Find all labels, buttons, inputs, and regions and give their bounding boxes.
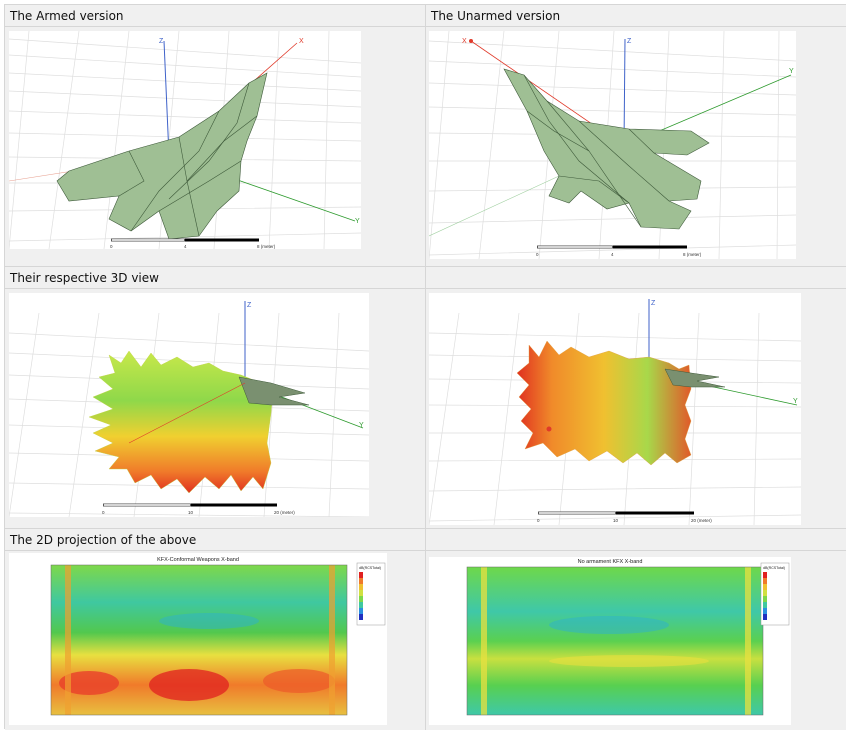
header-2d-projection: The 2D projection of the above xyxy=(5,529,426,551)
scale-label-mid: 4 xyxy=(611,252,614,257)
scale-label-mid: 4 xyxy=(184,244,187,249)
x-axis-line xyxy=(128,382,246,444)
scale-label-mid: 10 xyxy=(613,518,619,523)
unarmed-model-view: Z X Y 0 4 8 (meter) xyxy=(429,31,796,259)
unarmed-rcs-2d-plot: No armament KFX X-band dB(RCSTotal) xyxy=(429,557,791,725)
header-3d-view-right xyxy=(426,267,846,289)
plot-title: KFX-Conformal Weapons X-band xyxy=(157,557,239,563)
scale-label-start: 0 xyxy=(536,252,539,257)
colorbar: dB(RCSTotal) xyxy=(356,562,386,626)
heatmap xyxy=(467,567,763,715)
comparison-table: The Armed version The Unarmed version Z … xyxy=(4,4,846,730)
aircraft-mesh-overlay xyxy=(664,368,726,388)
armed-model-view: Z X Y 0 4 8 (meter) xyxy=(9,31,361,249)
header-armed-version: The Armed version xyxy=(5,5,426,27)
plot-title: No armament KFX X-band xyxy=(578,559,643,565)
scale-label-end: 20 (meter) xyxy=(274,510,295,515)
z-axis-line xyxy=(163,40,170,157)
scale-label-end: 8 (meter) xyxy=(257,244,276,249)
cell-unarmed-rcs-3d: Z Y 0 10 20 (meter) xyxy=(426,289,846,529)
y-axis-label: Y xyxy=(789,68,794,75)
header-unarmed-version: The Unarmed version xyxy=(426,5,846,27)
armed-rcs-3d-view: Z Y 0 10 20 (meter) xyxy=(9,293,369,517)
x-axis-label: X xyxy=(299,38,304,45)
cell-armed-model: Z X Y 0 4 8 (meter) xyxy=(5,27,426,267)
armed-rcs-lobe xyxy=(88,350,274,494)
scale-label-start: 0 xyxy=(102,510,105,515)
cell-unarmed-rcs-2d: No armament KFX X-band dB(RCSTotal) xyxy=(426,551,846,730)
cell-unarmed-model: Z X Y 0 4 8 (meter) xyxy=(426,27,846,267)
armed-aircraft-mesh xyxy=(56,72,268,240)
unarmed-rcs-3d-view: Z Y 0 10 20 (meter) xyxy=(429,293,801,525)
z-axis-label: Z xyxy=(159,38,164,45)
colorbar: dB(RCSTotal) xyxy=(760,562,790,626)
y-axis-label: Y xyxy=(359,422,364,429)
y-axis-label: Y xyxy=(355,218,360,225)
scale-label-mid: 10 xyxy=(188,510,194,515)
scale-label-end: 8 (meter) xyxy=(683,252,702,257)
unarmed-rcs-lobe xyxy=(516,340,692,466)
cell-armed-rcs-3d: Z Y 0 10 20 (meter) xyxy=(5,289,426,529)
header-2d-projection-right xyxy=(426,529,846,551)
header-3d-view: Their respective 3D view xyxy=(5,267,426,289)
cell-armed-rcs-2d: KFX-Conformal Weapons X-band dB(RCSTotal… xyxy=(5,551,426,730)
x-axis-label: X xyxy=(462,38,467,45)
aircraft-mesh-overlay xyxy=(238,376,310,406)
z-axis-label: Z xyxy=(651,300,656,307)
colorbar-title: dB(RCSTotal) xyxy=(763,566,785,570)
scale-label-start: 0 xyxy=(537,518,540,523)
armed-rcs-2d-plot: KFX-Conformal Weapons X-band dB(RCSTotal… xyxy=(9,553,387,725)
scale-label-end: 20 (meter) xyxy=(691,518,712,523)
unarmed-aircraft-mesh xyxy=(503,68,710,230)
colorbar-title: dB(RCSTotal) xyxy=(359,566,381,570)
z-axis-label: Z xyxy=(627,38,632,45)
y-axis-label: Y xyxy=(793,398,798,405)
scale-label-start: 0 xyxy=(110,244,113,249)
z-axis-label: Z xyxy=(247,302,252,309)
